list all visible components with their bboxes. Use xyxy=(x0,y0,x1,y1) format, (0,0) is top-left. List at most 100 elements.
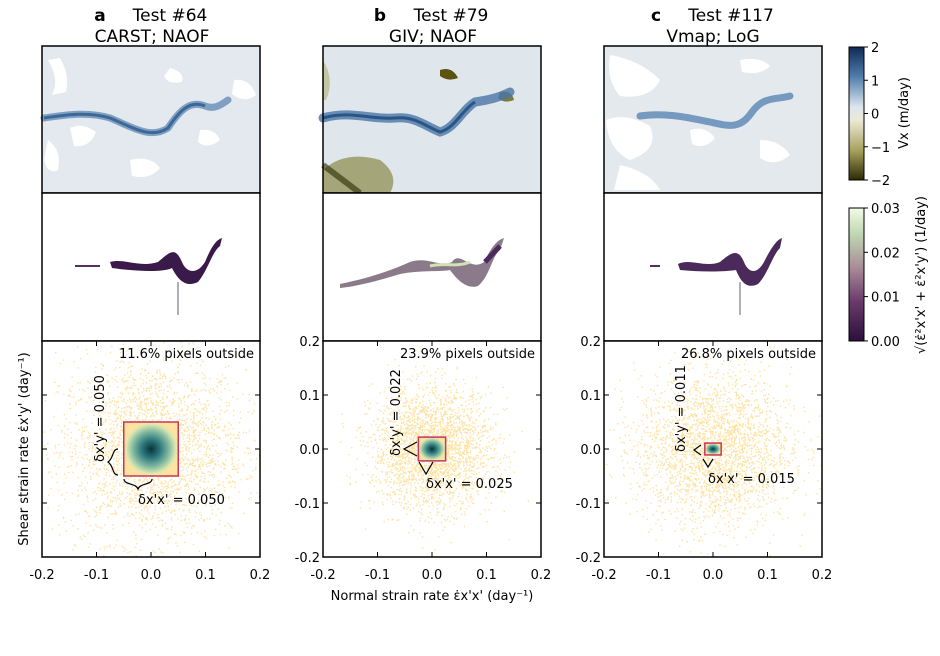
scatter-point xyxy=(425,413,427,415)
scatter-point xyxy=(211,508,213,511)
scatter-point xyxy=(225,434,227,436)
scatter-point xyxy=(104,443,106,445)
scatter-point xyxy=(422,395,424,397)
scatter-point xyxy=(393,403,395,405)
scatter-point xyxy=(117,506,120,508)
scatter-point xyxy=(208,429,210,431)
scatter-point xyxy=(161,377,163,380)
scatter-point xyxy=(203,440,205,442)
scatter-point xyxy=(226,477,228,480)
scatter-point xyxy=(466,464,468,466)
scatter-point xyxy=(398,365,400,367)
scatter-point xyxy=(398,442,401,445)
scatter-point xyxy=(184,430,186,433)
scatter-point xyxy=(140,408,142,410)
scatter-point xyxy=(446,458,448,460)
scatter-point xyxy=(442,422,444,424)
scatter-point xyxy=(484,419,486,421)
scatter-point xyxy=(503,438,505,440)
scatter-point xyxy=(435,463,437,466)
scatter-point xyxy=(120,438,122,440)
scatter-point xyxy=(364,462,367,464)
scatter-point xyxy=(129,551,132,553)
scatter-point xyxy=(430,466,432,469)
scatter-point xyxy=(472,466,474,468)
scatter-point xyxy=(183,429,186,431)
scatter-point xyxy=(87,432,90,434)
scatter-point xyxy=(186,430,188,433)
scatter-point xyxy=(215,514,217,516)
scatter-point xyxy=(424,406,426,408)
scatter-point xyxy=(407,455,409,457)
scatter-point xyxy=(437,393,440,396)
scatter-point xyxy=(120,426,122,428)
scatter-point xyxy=(158,390,160,392)
scatter-point xyxy=(112,466,115,468)
scatter-point xyxy=(173,485,175,487)
scatter-point xyxy=(169,400,171,403)
scatter-point xyxy=(210,459,213,462)
scatter-point xyxy=(477,457,479,459)
scatter-point xyxy=(432,428,435,430)
scatter-point xyxy=(441,481,443,483)
scatter-point xyxy=(413,415,416,418)
scatter-point xyxy=(369,402,372,404)
scatter-point xyxy=(233,444,235,447)
scatter-point xyxy=(471,425,473,427)
scatter-point xyxy=(112,476,115,478)
scatter-point xyxy=(111,449,113,452)
scatter-point xyxy=(433,477,436,479)
scatter-point xyxy=(447,464,450,466)
scatter-point xyxy=(413,478,415,480)
scatter-point xyxy=(184,414,186,417)
scatter-point xyxy=(448,450,450,453)
scatter-point xyxy=(441,472,444,475)
scatter-point xyxy=(101,423,104,425)
scatter-point xyxy=(130,374,132,376)
scatter-point xyxy=(145,409,148,412)
scatter-point xyxy=(407,506,409,509)
scatter-point xyxy=(99,506,102,508)
scatter-point xyxy=(206,448,208,450)
scatter-point xyxy=(457,412,459,414)
scatter-point xyxy=(458,453,460,455)
scatter-point xyxy=(135,512,137,514)
scatter-point xyxy=(203,373,205,376)
scatter-point xyxy=(412,465,414,468)
scatter-point xyxy=(125,387,128,389)
scatter-point xyxy=(509,466,511,468)
scatter-point xyxy=(173,495,176,497)
scatter-point xyxy=(228,428,230,430)
scatter-point xyxy=(440,413,442,416)
scatter-point xyxy=(135,398,138,400)
scatter-point xyxy=(375,460,377,463)
scatter-point xyxy=(429,391,431,394)
scatter-point xyxy=(364,413,366,415)
scatter-point xyxy=(173,480,175,482)
scatter-point xyxy=(188,440,191,442)
scatter-point xyxy=(407,478,410,481)
scatter-point xyxy=(84,487,86,489)
scatter-point xyxy=(404,431,406,433)
scatter-point xyxy=(418,469,420,471)
scatter-point xyxy=(449,420,452,422)
scatter-point xyxy=(356,429,358,432)
scatter-point xyxy=(445,430,447,432)
scatter-point xyxy=(88,515,90,517)
scatter-point xyxy=(485,393,487,396)
scatter-point xyxy=(111,500,114,503)
scatter-point xyxy=(161,413,164,416)
scatter-point xyxy=(136,405,138,407)
scatter-point xyxy=(450,432,452,434)
scatter-point xyxy=(483,411,485,413)
scatter-point xyxy=(495,424,497,426)
scatter-point xyxy=(469,445,471,448)
scatter-point xyxy=(417,473,419,476)
scatter-point xyxy=(412,493,414,495)
scatter-point xyxy=(163,341,166,344)
scatter-point xyxy=(227,365,230,367)
scatter-point xyxy=(456,460,459,463)
scatter-point xyxy=(457,474,459,476)
scatter-point xyxy=(102,431,104,433)
scatter-point xyxy=(145,517,147,519)
